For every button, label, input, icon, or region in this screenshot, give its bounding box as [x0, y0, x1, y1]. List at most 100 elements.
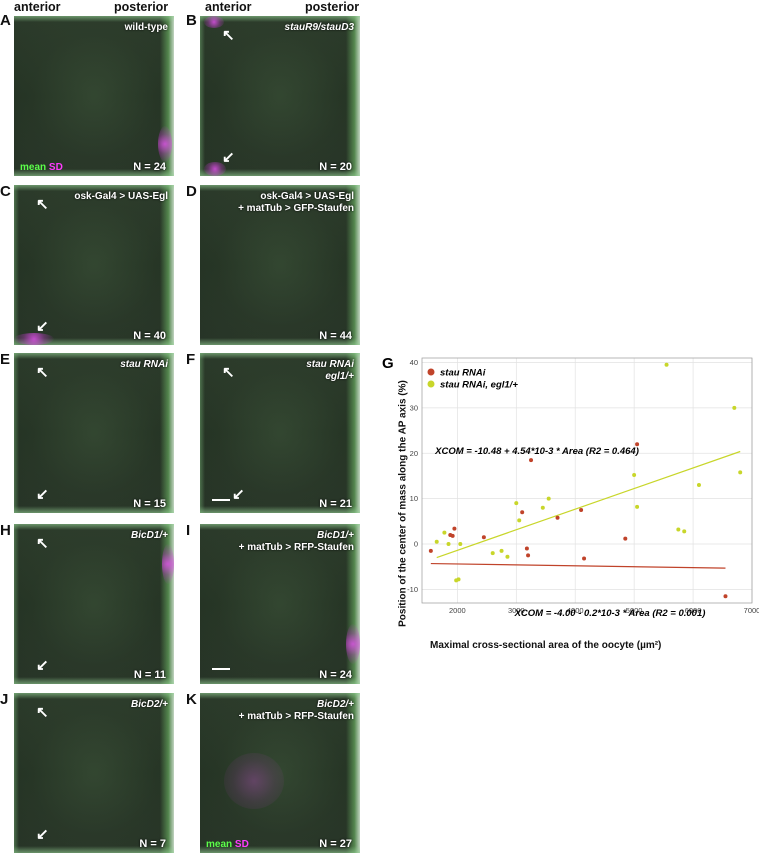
image-panel-h: BicD1/+ ↖ ↙ N = 11	[14, 524, 174, 684]
panel-letter-c: C	[0, 183, 11, 200]
image-panel-a: wild-type mean SD N = 24	[14, 16, 174, 176]
arrow-icon: ↖	[222, 27, 235, 44]
panel-caption: BicD1/+ + matTub > RFP-Staufen	[238, 530, 354, 553]
header-posterior-left: posterior	[114, 0, 169, 14]
data-point-series-1	[514, 501, 519, 506]
image-panel-k: BicD2/+ + matTub > RFP-Staufen mean SD N …	[200, 693, 360, 853]
panel-letter-j: J	[0, 691, 9, 708]
sample-count: N = 7	[139, 838, 166, 850]
panel-caption: osk-Gal4 > UAS-Egl + matTub > GFP-Staufen	[238, 191, 354, 214]
panel-letter-b: B	[186, 12, 197, 29]
axis-ticks: 2000 3000 4000 5000 6000 7000 -10 0 10 20 30 40	[407, 358, 759, 615]
panel-letter-i: I	[186, 522, 191, 539]
data-point-series-1	[458, 542, 463, 547]
panel-caption: BicD2/+ + matTub > RFP-Staufen	[238, 699, 354, 722]
data-point-series-1	[456, 577, 461, 582]
data-point-series-1	[505, 554, 510, 559]
y-tick-label: 10	[410, 494, 418, 503]
data-point-series-1	[682, 529, 687, 534]
data-point-series-0	[428, 548, 433, 553]
scale-bar	[212, 668, 230, 670]
arrow-icon: ↙	[222, 149, 235, 166]
legend-marker-stau-rnai-egl	[427, 380, 435, 388]
panel-letter-e: E	[0, 351, 11, 368]
image-panel-b: stauR9/stauD3 ↖ ↙ N = 20	[200, 16, 360, 176]
data-point-series-1	[517, 518, 522, 523]
panel-letter-d: D	[186, 183, 197, 200]
image-panel-c: osk-Gal4 > UAS-Egl ↖ ↙ N = 40	[14, 185, 174, 345]
fit-lines	[430, 450, 741, 569]
data-point-series-1	[442, 530, 447, 535]
arrow-icon: ↖	[36, 364, 49, 381]
scatter-chart: G 2000 3000 4000 5000 6000 7000 -10 0 10 20 30 40 s…	[382, 355, 759, 619]
arrow-icon: ↙	[36, 657, 49, 674]
panel-letter-g: G	[382, 355, 394, 372]
data-point-series-0	[623, 536, 628, 541]
sample-count: N = 24	[133, 161, 166, 173]
panel-letter-f: F	[186, 351, 196, 368]
x-tick-label: 4000	[567, 606, 584, 615]
data-point-series-1	[446, 542, 451, 547]
sample-count: N = 24	[319, 669, 352, 681]
data-point-series-0	[450, 533, 455, 538]
panel-letter-a: A	[0, 12, 11, 29]
panel-caption: wild-type	[124, 22, 168, 33]
x-tick-label: 7000	[744, 606, 759, 615]
data-point-series-0	[579, 507, 584, 512]
equation-stau-rnai: XCOM = -4.00 - 0.2*10-3 * Area (R2 = 0.0…	[514, 608, 706, 619]
data-point-series-1	[632, 473, 637, 478]
data-point-series-1	[696, 483, 701, 488]
image-panel-e: stau RNAi ↖ ↙ N = 15	[14, 353, 174, 513]
data-point-series-1	[664, 362, 669, 367]
fit-line-series-1	[436, 450, 741, 559]
legend-marker-stau-rnai	[427, 368, 435, 376]
x-tick-label: 3000	[508, 606, 525, 615]
arrow-icon: ↙	[36, 318, 49, 335]
arrow-icon: ↙	[36, 826, 49, 843]
y-tick-label: 30	[410, 403, 418, 412]
x-tick-label: 5000	[626, 606, 643, 615]
arrow-icon: ↙	[232, 486, 245, 503]
panel-caption: osk-Gal4 > UAS-Egl	[74, 191, 168, 202]
arrow-icon: ↖	[36, 535, 49, 552]
data-point-series-0	[520, 510, 525, 515]
y-axis-label: Position of the center of mass along the…	[397, 380, 409, 627]
header-anterior-right: anterior	[205, 0, 252, 14]
data-point-series-0	[723, 594, 728, 599]
x-axis-label: Maximal cross-sectional area of the oocy…	[430, 640, 662, 651]
sample-count: N = 44	[319, 330, 352, 342]
panel-caption: stauR9/stauD3	[284, 22, 354, 33]
equation-stau-rnai-egl: XCOM = -10.48 + 4.54*10-3 * Area (R2 = 0…	[434, 446, 639, 457]
y-tick-label: 0	[414, 540, 418, 549]
arrow-icon: ↖	[36, 704, 49, 721]
sample-count: N = 27	[319, 838, 352, 850]
header-posterior-right: posterior	[305, 0, 360, 14]
x-tick-label: 2000	[449, 606, 466, 615]
image-panel-d: osk-Gal4 > UAS-Egl + matTub > GFP-Staufen…	[200, 185, 360, 345]
data-point-series-0	[526, 553, 531, 558]
data-point-series-1	[490, 551, 495, 556]
panel-letter-k: K	[186, 691, 197, 708]
data-point-series-0	[452, 526, 457, 531]
panel-caption: stau RNAi	[120, 359, 168, 370]
image-panel-i: BicD1/+ + matTub > RFP-Staufen N = 24	[200, 524, 360, 684]
plot-area	[421, 357, 753, 604]
legend: stau RNAi stau RNAi, egl1/+	[427, 368, 518, 391]
panel-caption: BicD2/+	[131, 699, 168, 710]
y-tick-label: 40	[410, 358, 418, 367]
image-panel-j: BicD2/+ ↖ ↙ N = 7	[14, 693, 174, 853]
header-anterior-left: anterior	[14, 0, 61, 14]
sample-count: N = 21	[319, 498, 352, 510]
data-point-series-1	[546, 496, 551, 501]
panel-caption: BicD1/+	[131, 530, 168, 541]
data-point-series-1	[732, 405, 737, 410]
panel-letter-h: H	[0, 522, 11, 539]
sample-count: N = 20	[319, 161, 352, 173]
data-point-series-0	[481, 535, 486, 540]
y-tick-label: 20	[410, 449, 418, 458]
sample-count: N = 15	[133, 498, 166, 510]
data-point-series-1	[540, 505, 545, 510]
data-point-series-1	[434, 539, 439, 544]
data-point-series-0	[582, 556, 587, 561]
arrow-icon: ↖	[222, 364, 235, 381]
